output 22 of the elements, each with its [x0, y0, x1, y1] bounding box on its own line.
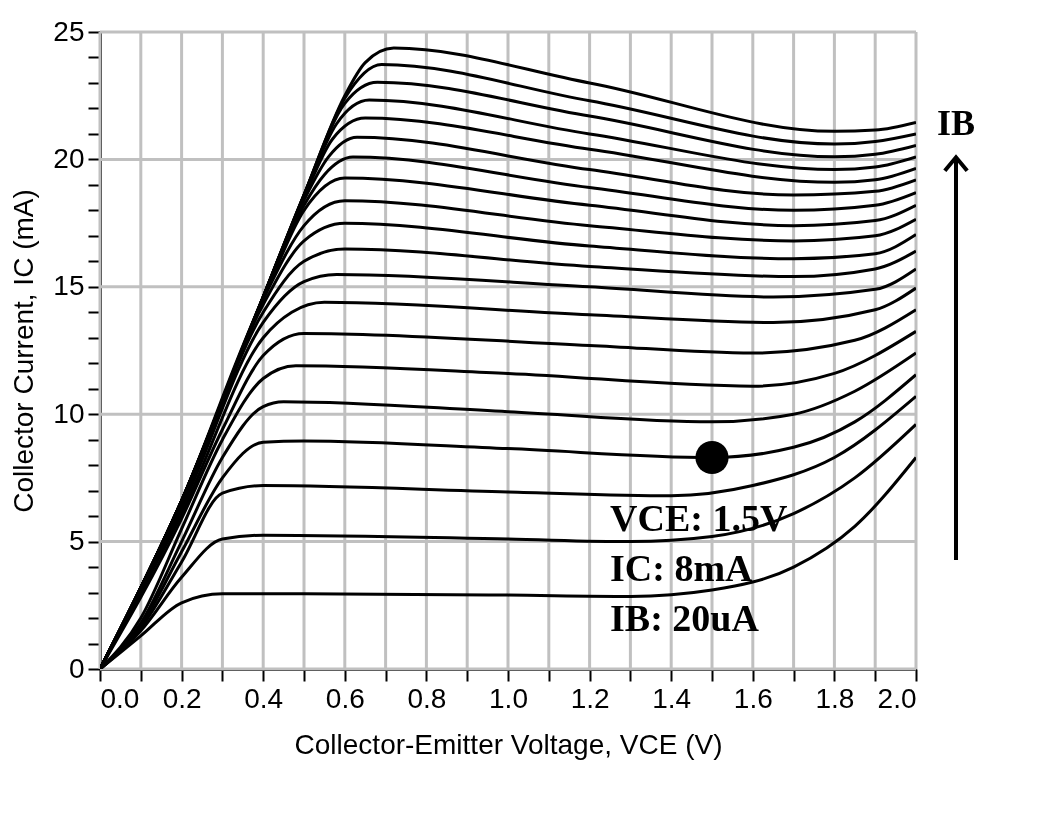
y-axis-title: Collector Current, IC (mA) — [8, 189, 40, 513]
text: IB — [936, 103, 976, 143]
y-tick-label: 20 — [53, 142, 85, 174]
x-tick-label: 1.2 — [570, 682, 610, 714]
y-tick-label: 5 — [68, 525, 85, 557]
x-tick-label: 0.4 — [244, 682, 284, 714]
y-tick-label: 25 — [53, 15, 85, 47]
x-tick-label: 1.6 — [733, 682, 773, 714]
x-tick-label: 0.0 — [100, 682, 140, 714]
x-tick-label: 0.2 — [162, 682, 202, 714]
x-tick-label: 2.0 — [877, 682, 917, 714]
y-tick-label: 0 — [68, 652, 85, 684]
annotation: IC: 8mA — [610, 547, 754, 589]
x-tick-label: 1.4 — [652, 682, 692, 714]
annotation: IB: 20uA — [610, 597, 760, 639]
y-tick-label: 15 — [53, 270, 85, 302]
x-axis-title: Collector-Emitter Voltage, VCE (V) — [294, 728, 723, 760]
x-tick-label: 1.0 — [489, 682, 528, 714]
x-tick-label: 0.6 — [325, 682, 365, 714]
x-tick-label: 0.8 — [407, 682, 447, 714]
y-tick-label: 10 — [53, 397, 85, 429]
x-tick-label: 1.8 — [815, 682, 855, 714]
